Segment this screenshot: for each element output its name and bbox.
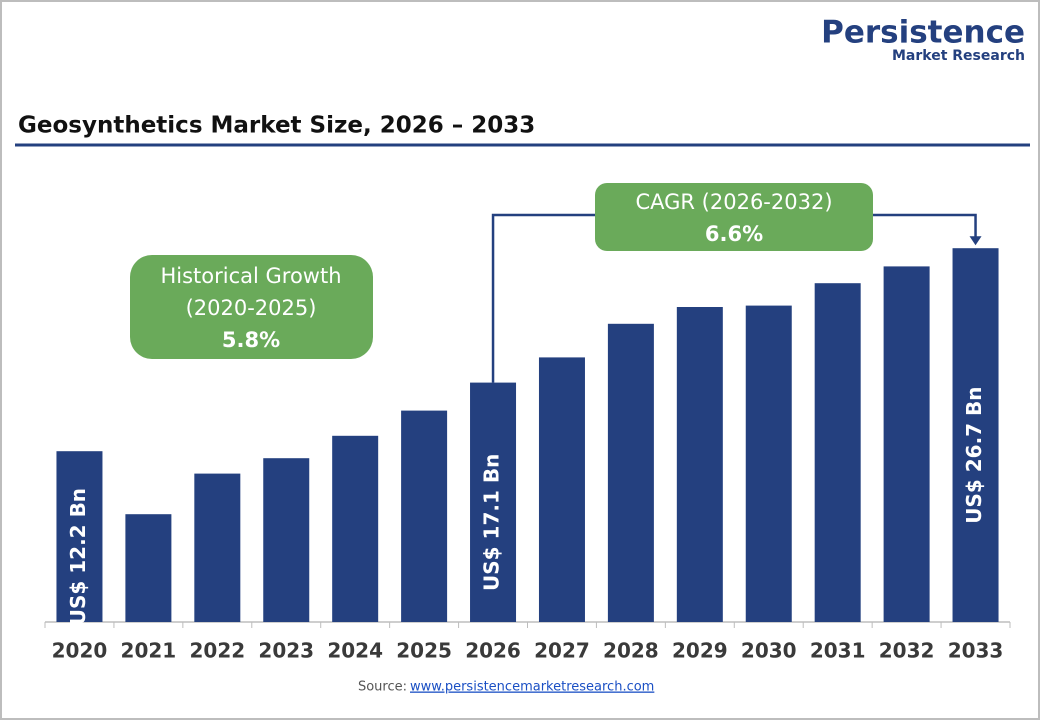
value-label: US$ 17.1 Bn	[480, 454, 504, 591]
x-tick-label: 2033	[948, 639, 1004, 663]
bar	[470, 382, 517, 622]
value-label: US$ 26.7 Bn	[962, 386, 986, 523]
x-tick-label: 2028	[603, 639, 659, 663]
cagr-box	[595, 183, 873, 251]
bar	[125, 514, 172, 622]
bar	[538, 357, 585, 622]
value-label: US$ 12.2 Bn	[66, 488, 90, 625]
x-tick-label: 2026	[465, 639, 521, 663]
x-tick-label: 2031	[810, 639, 866, 663]
bar	[194, 473, 241, 622]
bar	[56, 451, 103, 622]
annotation: (2020-2025)	[186, 296, 317, 320]
bar	[745, 305, 792, 622]
x-tick-label: 2023	[258, 639, 314, 663]
x-tick-label: 2030	[741, 639, 797, 663]
bar	[263, 458, 310, 622]
annotation: 6.6%	[705, 222, 763, 246]
source-label: Source:	[358, 680, 407, 695]
x-tick-label: 2029	[672, 639, 728, 663]
bar	[883, 266, 930, 622]
annotation: 5.8%	[222, 328, 280, 352]
x-tick-label: 2024	[327, 639, 383, 663]
bar	[814, 283, 861, 622]
x-tick-label: 2032	[879, 639, 935, 663]
x-tick-label: 2022	[189, 639, 245, 663]
x-tick-label: 2020	[52, 639, 108, 663]
x-tick-label: 2025	[396, 639, 452, 663]
connector-arrow	[969, 236, 982, 246]
bar	[952, 248, 999, 622]
x-tick-label: 2021	[121, 639, 177, 663]
source-link[interactable]: www.persistencemarketresearch.com	[410, 680, 654, 695]
bar	[607, 323, 654, 622]
historical-box	[130, 255, 373, 359]
bar	[401, 410, 448, 622]
chart-title: Geosynthetics Market Size, 2026 – 2033	[18, 113, 535, 139]
x-tick-label: 2027	[534, 639, 590, 663]
annotation: Historical Growth	[160, 264, 341, 288]
brand-tagline: Market Research	[892, 48, 1025, 64]
brand-name: Persistence	[821, 15, 1025, 51]
bar	[676, 307, 723, 622]
annotation: CAGR (2026-2032)	[635, 190, 832, 214]
bar	[332, 435, 379, 622]
